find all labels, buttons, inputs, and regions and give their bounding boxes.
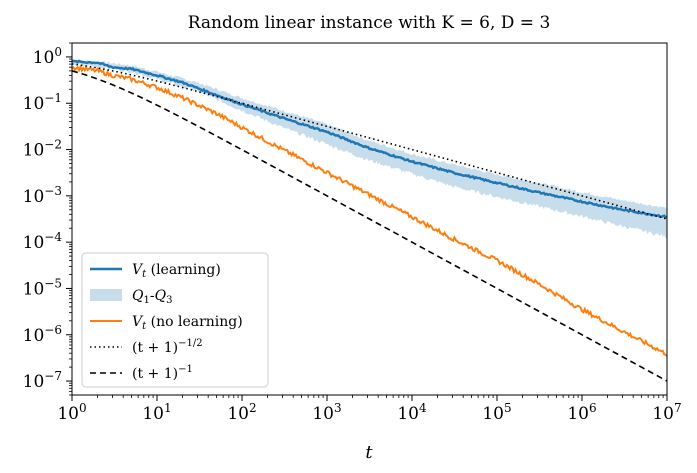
y-tick-label: 10−7 xyxy=(23,369,62,392)
legend-label-sub2: 3 xyxy=(166,295,172,306)
x-tick-label: 104 xyxy=(397,401,427,424)
legend-label-rest: (learning) xyxy=(146,262,221,278)
y-tick-base: 10 xyxy=(23,187,45,207)
y-tick-exponent: 0 xyxy=(54,45,62,59)
y-tick-label: 10−4 xyxy=(23,230,63,253)
x-tick-exponent: 1 xyxy=(164,401,172,415)
x-tick-exponent: 7 xyxy=(674,401,682,415)
series-line-sqrt-reference xyxy=(72,63,667,220)
legend-label-sub: t xyxy=(142,269,147,280)
x-tick-label: 107 xyxy=(652,401,681,424)
y-tick-label: 10−1 xyxy=(23,91,62,114)
x-axis: 100 101 102 103 104 105 106 107 xyxy=(57,395,682,424)
legend-label: Vt (learning) xyxy=(132,262,221,280)
legend-box xyxy=(81,252,269,388)
legend-label-base: (t + 1) xyxy=(132,340,178,356)
y-tick-base: 10 xyxy=(23,94,45,114)
legend-label-sub: t xyxy=(142,321,147,332)
legend-item: Vt (no learning) xyxy=(90,314,243,332)
x-tick-label: 106 xyxy=(567,401,596,424)
legend-label-sub1: 1 xyxy=(143,295,149,306)
x-tick-base: 10 xyxy=(57,404,79,424)
legend-swatch-band xyxy=(90,289,122,301)
plot-frame xyxy=(71,42,668,396)
y-tick-base: 10 xyxy=(23,233,45,253)
legend-item: Vt (learning) xyxy=(90,262,221,280)
x-tick-exponent: 3 xyxy=(334,401,342,415)
legend-item: Q1-Q3 xyxy=(90,288,172,306)
y-tick-base: 10 xyxy=(23,372,45,392)
legend-label-exponent: −1 xyxy=(178,364,193,375)
y-tick-label: 10−6 xyxy=(23,323,62,346)
y-tick-exponent: −3 xyxy=(44,184,62,198)
x-tick-label: 102 xyxy=(227,401,256,424)
x-tick-exponent: 5 xyxy=(504,401,512,415)
legend-label-exponent: −1/2 xyxy=(178,338,202,349)
x-tick-base: 10 xyxy=(312,404,334,424)
x-tick-exponent: 4 xyxy=(419,401,427,415)
y-tick-base: 10 xyxy=(23,279,45,299)
y-tick-label: 10−5 xyxy=(23,276,62,299)
series-line-inverse-reference xyxy=(72,70,667,382)
legend-label: (t + 1)−1/2 xyxy=(132,338,203,356)
series-line-learning xyxy=(72,59,667,219)
x-tick-label: 100 xyxy=(57,401,86,424)
y-tick-label: 10−3 xyxy=(23,184,62,207)
y-tick-exponent: −6 xyxy=(44,323,62,337)
y-tick-base: 10 xyxy=(33,48,55,68)
x-tick-label: 105 xyxy=(482,401,511,424)
legend-label: Q1-Q3 xyxy=(132,288,172,306)
x-tick-exponent: 6 xyxy=(589,401,597,415)
legend-label-q: Q xyxy=(132,288,144,304)
y-tick-exponent: −5 xyxy=(44,276,62,290)
x-axis-label: t xyxy=(365,442,373,463)
y-tick-base: 10 xyxy=(23,326,45,346)
series-line-no-learning xyxy=(72,64,667,357)
legend-label-base: (t + 1) xyxy=(132,366,178,382)
y-tick-exponent: −4 xyxy=(44,230,62,244)
x-tick-base: 10 xyxy=(567,404,589,424)
x-tick-label: 103 xyxy=(312,401,341,424)
x-tick-exponent: 2 xyxy=(249,401,257,415)
legend-label-rest: (no learning) xyxy=(146,314,243,330)
y-tick-label: 10−2 xyxy=(23,138,62,161)
plot-area xyxy=(72,59,667,382)
x-tick-base: 10 xyxy=(142,404,164,424)
x-tick-label: 101 xyxy=(142,401,171,424)
legend-item: (t + 1)−1 xyxy=(90,364,193,382)
x-tick-base: 10 xyxy=(652,404,674,424)
legend-label-main: V xyxy=(132,314,144,330)
x-tick-base: 10 xyxy=(227,404,249,424)
x-tick-base: 10 xyxy=(482,404,504,424)
legend-label: (t + 1)−1 xyxy=(132,364,193,382)
y-tick-base: 10 xyxy=(23,141,45,161)
y-tick-label: 100 xyxy=(33,45,62,68)
y-tick-exponent: −2 xyxy=(44,138,62,152)
y-tick-exponent: −7 xyxy=(44,369,62,383)
legend-item: (t + 1)−1/2 xyxy=(90,338,203,356)
x-tick-exponent: 0 xyxy=(79,401,87,415)
x-tick-base: 10 xyxy=(397,404,419,424)
legend-label: Vt (no learning) xyxy=(132,314,243,332)
legend-label-dash: - xyxy=(150,288,155,304)
chart-title: Random linear instance with K = 6, D = 3 xyxy=(188,13,551,33)
legend-label-main: V xyxy=(132,262,144,278)
legend-label-q2: Q xyxy=(155,288,167,304)
y-tick-exponent: −1 xyxy=(44,91,62,105)
